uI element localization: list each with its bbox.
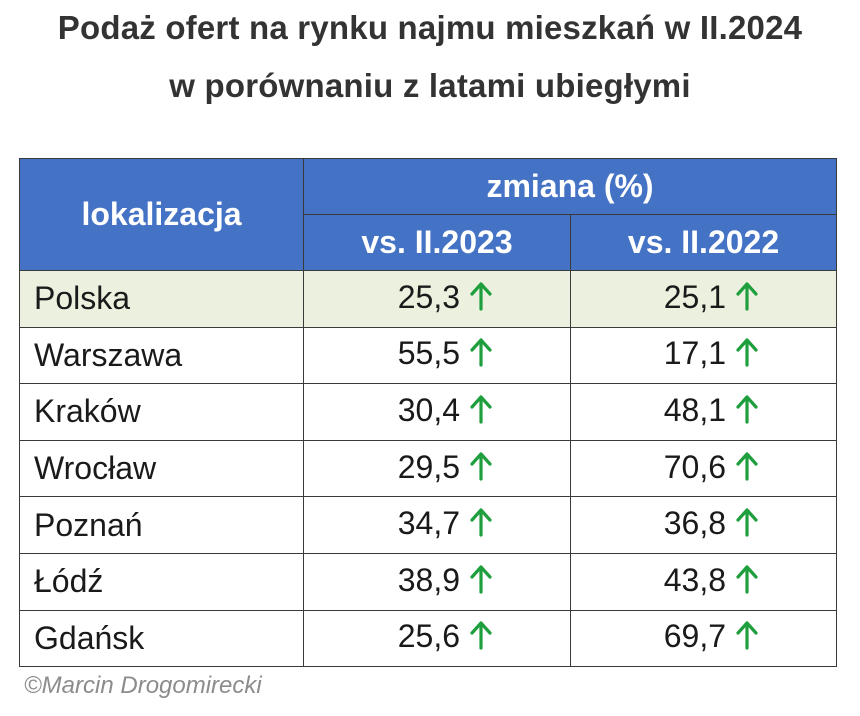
- table-row: Łódź 38,9 43,8: [19, 552, 838, 611]
- arrow-up-icon: [470, 620, 492, 658]
- credit: ©Marcin Drogomirecki: [24, 672, 262, 699]
- arrow-up-icon: [470, 507, 492, 545]
- change-vs-2023-value: 55,5: [397, 335, 460, 372]
- city-cell: Polska: [19, 270, 304, 328]
- change-vs-2022-cell: 17,1: [569, 326, 838, 385]
- change-vs-2022-cell: 43,8: [569, 552, 838, 611]
- change-vs-2022-value: 48,1: [663, 391, 727, 428]
- change-vs-2023-value: 38,9: [397, 561, 460, 598]
- arrow-up-icon: [736, 451, 758, 489]
- change-vs-2023-value: 25,3: [397, 278, 460, 315]
- city-cell: Gdańsk: [19, 609, 304, 668]
- change-vs-2023-cell: 25,3: [303, 270, 571, 328]
- table-row: Poznań 34,7 36,8: [19, 496, 838, 554]
- table-row: Gdańsk 25,6 69,7: [19, 609, 838, 668]
- change-vs-2023-cell: 38,9: [303, 552, 571, 611]
- title-line-2: w porównaniu z latami ubiegłymi: [169, 67, 691, 104]
- city-cell: Poznań: [19, 496, 304, 554]
- change-vs-2022-cell: 36,8: [569, 496, 838, 554]
- header-location: lokalizacja: [19, 158, 304, 271]
- title-line-1: Podaż ofert na rynku najmu mieszkań w II…: [57, 9, 803, 46]
- arrow-up-icon: [736, 394, 758, 432]
- city-cell: Warszawa: [19, 326, 304, 385]
- change-vs-2022-cell: 48,1: [569, 383, 838, 441]
- change-vs-2023-cell: 55,5: [303, 326, 571, 385]
- change-vs-2023-cell: 25,6: [303, 609, 571, 668]
- change-vs-2023-value: 34,7: [397, 505, 460, 542]
- arrow-up-icon: [736, 281, 758, 319]
- change-vs-2022-value: 69,7: [663, 618, 727, 655]
- arrow-up-icon: [736, 507, 758, 545]
- change-vs-2022-value: 36,8: [663, 505, 727, 542]
- table-row: Wrocław 29,5 70,6: [19, 439, 838, 498]
- change-vs-2022-value: 70,6: [663, 448, 727, 485]
- header-vs-2023: vs. II.2023: [303, 214, 571, 271]
- header-change: zmiana (%): [302, 158, 838, 215]
- arrow-up-icon: [736, 337, 758, 375]
- arrow-up-icon: [470, 394, 492, 432]
- change-vs-2022-value: 25,1: [663, 278, 727, 315]
- arrow-up-icon: [470, 451, 492, 489]
- change-vs-2023-value: 25,6: [397, 618, 460, 655]
- change-vs-2023-cell: 34,7: [303, 496, 571, 554]
- table-row: Polska 25,3 25,1: [19, 270, 838, 328]
- table-row: Warszawa 55,5 17,1: [19, 326, 838, 385]
- city-cell: Kraków: [19, 383, 304, 441]
- city-cell: Wrocław: [19, 439, 304, 498]
- arrow-up-icon: [736, 564, 758, 602]
- arrow-up-icon: [736, 620, 758, 658]
- header-vs-2022: vs. II.2022: [569, 214, 838, 271]
- change-vs-2022-value: 17,1: [663, 335, 727, 372]
- change-vs-2022-cell: 25,1: [569, 270, 838, 328]
- change-vs-2023-cell: 29,5: [303, 439, 571, 498]
- change-vs-2023-cell: 30,4: [303, 383, 571, 441]
- rental-offers-table: lokalizacja zmiana (%) vs. II.2023 vs. I…: [19, 158, 838, 668]
- arrow-up-icon: [470, 281, 492, 319]
- change-vs-2023-value: 30,4: [397, 391, 460, 428]
- change-vs-2022-cell: 69,7: [569, 609, 838, 668]
- change-vs-2022-cell: 70,6: [569, 439, 838, 498]
- arrow-up-icon: [470, 337, 492, 375]
- change-vs-2022-value: 43,8: [663, 561, 727, 598]
- table-row: Kraków 30,4 48,1: [19, 383, 838, 441]
- arrow-up-icon: [470, 564, 492, 602]
- city-cell: Łódź: [19, 552, 304, 611]
- change-vs-2023-value: 29,5: [397, 448, 460, 485]
